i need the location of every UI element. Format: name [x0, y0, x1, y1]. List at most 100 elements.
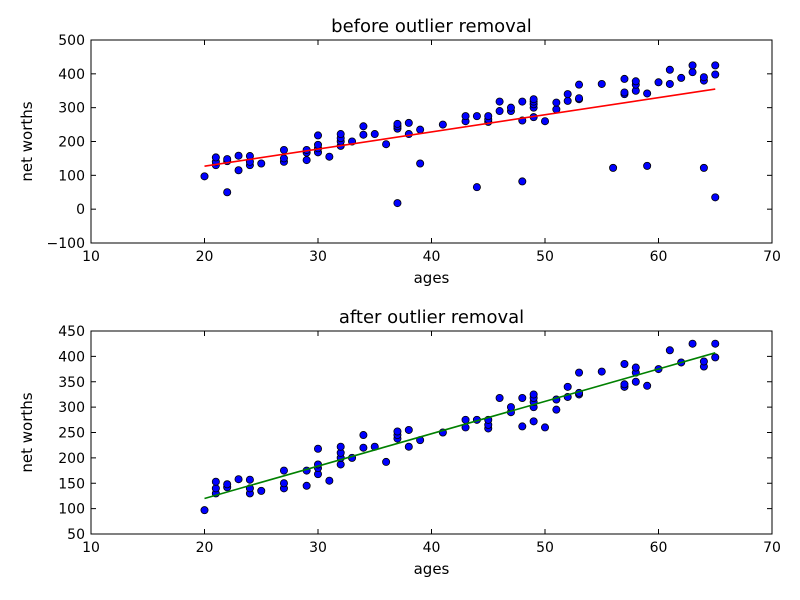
data-point — [643, 381, 652, 390]
data-point — [665, 346, 674, 355]
data-point — [223, 480, 232, 489]
y-tick-label: −100 — [47, 236, 85, 252]
data-point — [518, 177, 527, 186]
data-point — [552, 98, 561, 107]
data-point — [699, 73, 708, 82]
data-point — [688, 68, 697, 77]
data-point — [211, 484, 220, 493]
data-point — [563, 96, 572, 105]
data-point — [699, 163, 708, 172]
regression-line — [204, 88, 716, 167]
data-point — [313, 131, 322, 140]
regression-line — [204, 352, 716, 500]
data-point — [245, 475, 254, 484]
data-point — [200, 506, 209, 515]
plot-frame — [90, 330, 773, 535]
data-point — [359, 130, 368, 139]
x-tick-label: 10 — [82, 540, 100, 556]
y-tick-label: 50 — [67, 527, 85, 543]
data-point — [461, 112, 470, 121]
data-point — [552, 405, 561, 414]
y-tick-label: 350 — [58, 375, 85, 391]
y-axis-label: net worths — [18, 392, 36, 472]
data-point — [438, 120, 447, 129]
data-point — [563, 382, 572, 391]
data-point — [620, 74, 629, 83]
x-tick-label: 60 — [650, 249, 668, 265]
x-tick-label: 20 — [196, 540, 214, 556]
data-point — [200, 172, 209, 181]
y-tick-label: 400 — [58, 67, 85, 83]
data-point — [336, 442, 345, 451]
data-point — [495, 97, 504, 106]
data-point — [563, 90, 572, 99]
data-point — [302, 481, 311, 490]
y-axis-label: net worths — [18, 101, 36, 181]
data-point — [382, 140, 391, 149]
y-tick-label: 100 — [58, 168, 85, 184]
data-point — [518, 393, 527, 402]
data-point — [597, 79, 606, 88]
data-point — [518, 422, 527, 431]
data-point — [404, 425, 413, 434]
x-tick-label: 40 — [423, 540, 441, 556]
data-point — [234, 151, 243, 160]
x-tick-label: 50 — [536, 540, 554, 556]
data-point — [631, 363, 640, 372]
data-point — [472, 112, 481, 121]
data-point — [234, 475, 243, 484]
data-point — [257, 486, 266, 495]
y-tick-label: 300 — [58, 400, 85, 416]
data-point — [575, 80, 584, 89]
x-tick-label: 30 — [309, 249, 327, 265]
x-tick-label: 70 — [763, 249, 781, 265]
data-point — [711, 193, 720, 202]
data-point — [211, 477, 220, 486]
data-point — [223, 188, 232, 197]
data-point — [472, 183, 481, 192]
x-tick-label: 30 — [309, 540, 327, 556]
data-point — [393, 119, 402, 128]
data-point — [393, 427, 402, 436]
data-point — [404, 118, 413, 127]
data-point — [541, 423, 550, 432]
data-point — [359, 431, 368, 440]
data-point — [416, 159, 425, 168]
y-tick-label: 200 — [58, 451, 85, 467]
data-point — [620, 380, 629, 389]
x-tick-label: 40 — [423, 249, 441, 265]
y-tick-label: 100 — [58, 502, 85, 518]
data-point — [654, 78, 663, 87]
data-point — [336, 460, 345, 469]
data-point — [575, 368, 584, 377]
x-tick-label: 60 — [650, 540, 668, 556]
y-tick-label: 450 — [58, 324, 85, 340]
data-point — [461, 415, 470, 424]
y-tick-label: 150 — [58, 476, 85, 492]
data-point — [711, 61, 720, 70]
y-tick-label: 500 — [58, 33, 85, 49]
data-point — [336, 130, 345, 139]
y-tick-label: 400 — [58, 349, 85, 365]
data-point — [529, 95, 538, 104]
data-point — [631, 77, 640, 86]
data-point — [529, 417, 538, 426]
data-point — [359, 443, 368, 452]
data-point — [541, 117, 550, 126]
data-point — [688, 61, 697, 70]
data-point — [495, 393, 504, 402]
data-point — [279, 466, 288, 475]
data-point — [370, 130, 379, 139]
data-point — [711, 70, 720, 79]
data-point — [620, 359, 629, 368]
y-tick-label: 0 — [76, 202, 85, 218]
x-axis-label: ages — [414, 560, 450, 578]
data-point — [279, 154, 288, 163]
data-point — [665, 79, 674, 88]
data-point — [404, 442, 413, 451]
data-point — [597, 367, 606, 376]
data-point — [643, 89, 652, 98]
data-point — [325, 476, 334, 485]
y-tick-label: 250 — [58, 426, 85, 442]
